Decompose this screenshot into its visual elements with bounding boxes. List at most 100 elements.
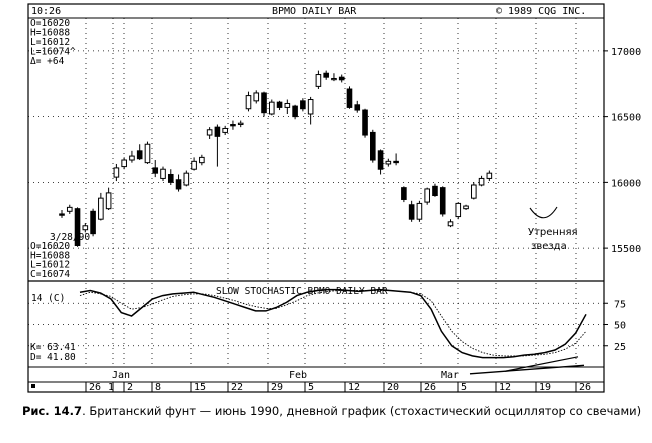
candle-body-up — [315, 74, 322, 87]
candle-body-down — [362, 109, 368, 136]
date-tick-label: 26 — [424, 382, 436, 393]
stochastic-title: SLOW STOCHASTIC BPMO DAILY BAR — [216, 286, 388, 297]
candle-body-down — [152, 167, 159, 174]
candle-body-down — [439, 187, 446, 215]
bottom-readout-line: C=16074 — [30, 269, 70, 280]
figure-caption: Рис. 14.7. Британский фунт — июнь 1990, … — [22, 404, 642, 418]
date-tick-label: 12 — [348, 382, 360, 393]
chart-frame — [27, 3, 605, 393]
candle-body-down — [276, 101, 283, 108]
candle-body-up — [455, 202, 462, 218]
date-tick-label: 2 — [127, 382, 133, 393]
time-label: 10:26 — [31, 6, 61, 17]
date-tick-label: 26 — [89, 382, 101, 393]
candle-body-down — [74, 208, 81, 246]
annotation-line-2: звезда — [531, 241, 567, 252]
bottom-readout-line: H=16088 — [30, 250, 70, 261]
stochastic-trendline-2 — [504, 356, 579, 372]
candle-body-down — [432, 185, 438, 197]
candle-body-down — [323, 72, 329, 78]
candle-body-up — [160, 168, 166, 179]
top-readout-line: H=16088 — [30, 28, 70, 39]
candle-body-up — [253, 92, 260, 102]
top-readout-line: O=16020 — [30, 18, 70, 29]
top-readout-line: L=16074^ — [30, 47, 76, 58]
stochastic-param: 14 (C) — [31, 293, 65, 304]
candle-body-down — [354, 104, 361, 111]
candle-body-up — [206, 129, 213, 136]
candle-body-down — [136, 150, 143, 160]
candle-body-up — [191, 160, 197, 170]
candle-body-down — [408, 204, 415, 220]
stochastic-tick-label: 25 — [614, 342, 626, 353]
price-tick-label: 16500 — [611, 113, 641, 124]
caption-text: . Британский фунт — июнь 1990, дневной г… — [82, 404, 642, 418]
candle-body-down — [167, 173, 174, 183]
candle-body-up — [471, 184, 477, 199]
candle-body-up — [463, 205, 469, 210]
date-tick-label: 26 — [579, 382, 591, 393]
date-tick-label: 5 — [461, 382, 467, 393]
candle-body-down — [261, 92, 267, 114]
chart-title: BPMO DAILY BAR — [272, 6, 357, 17]
bottom-readout-line: O=16020 — [30, 241, 70, 252]
axis-marker — [31, 384, 35, 388]
date-tick-label: 12 — [499, 382, 511, 393]
candle-body-up — [183, 172, 190, 186]
month-label-jan: Jan — [112, 370, 130, 381]
chart-canvas: 10:26 BPMO DAILY BAR © 1989 CQG INC. SLO… — [27, 3, 641, 393]
candle-body-up — [129, 155, 135, 161]
candle-body-up — [447, 221, 454, 227]
candle-body-down — [401, 187, 407, 200]
candle-body-up — [424, 188, 430, 203]
date-tick-label: 15 — [194, 382, 206, 393]
candle-body-up — [416, 202, 423, 220]
outer-border — [27, 3, 605, 393]
candle-body-up — [105, 192, 112, 210]
candle-body-up — [66, 206, 73, 212]
stochastic-readout-line: D= 41.80 — [30, 352, 76, 363]
bottom-readout-line: L=16012 — [30, 260, 70, 271]
candle-body-down — [370, 131, 376, 161]
candlestick-series — [59, 70, 558, 247]
candle-body-down — [230, 124, 236, 127]
candle-body-up — [284, 102, 291, 108]
candle-body-up — [331, 77, 337, 81]
candle-body-up — [478, 177, 485, 186]
date-tick-label: 19 — [539, 382, 551, 393]
month-label-mar: Mar — [441, 370, 459, 381]
candle-body-up — [82, 225, 89, 231]
morning-star-arc — [529, 206, 558, 219]
stochastic-trendline-1 — [469, 364, 585, 375]
stochastic-d-line — [79, 290, 587, 357]
candle-body-down — [393, 160, 399, 164]
candle-body-up — [486, 172, 493, 179]
stochastic-tick-label: 50 — [614, 321, 626, 332]
stochastic-k-line — [79, 288, 587, 359]
candle-body-down — [175, 179, 182, 190]
candle-body-up — [121, 159, 127, 168]
price-tick-label: 16000 — [611, 178, 641, 189]
date-tick-label: 22 — [231, 382, 243, 393]
stochastic-tick-label: 75 — [614, 299, 626, 310]
stochastic-series — [79, 288, 587, 375]
date-tick-label: 20 — [387, 382, 399, 393]
date-tick-label: 29 — [271, 382, 283, 393]
candle-body-up — [144, 143, 151, 164]
gridlines — [28, 18, 608, 392]
bottom-readout-line: 3/28/90 — [50, 232, 90, 243]
top-readout-line: L=16012 — [30, 37, 70, 48]
candle-body-down — [292, 105, 298, 118]
candle-body-down — [90, 210, 96, 235]
price-tick-label: 17000 — [611, 47, 641, 58]
candle-body-up — [199, 156, 205, 164]
candle-body-up — [222, 127, 228, 133]
candle-body-up — [268, 101, 275, 115]
candle-body-down — [300, 100, 306, 110]
candle-body-down — [59, 213, 65, 216]
candle-body-down — [338, 76, 345, 81]
date-tick-label: 8 — [155, 382, 161, 393]
chart-labels: 10:26 BPMO DAILY BAR © 1989 CQG INC. SLO… — [30, 6, 641, 393]
candle-body-up — [385, 160, 392, 165]
caption-label: Рис. 14.7 — [22, 404, 83, 418]
